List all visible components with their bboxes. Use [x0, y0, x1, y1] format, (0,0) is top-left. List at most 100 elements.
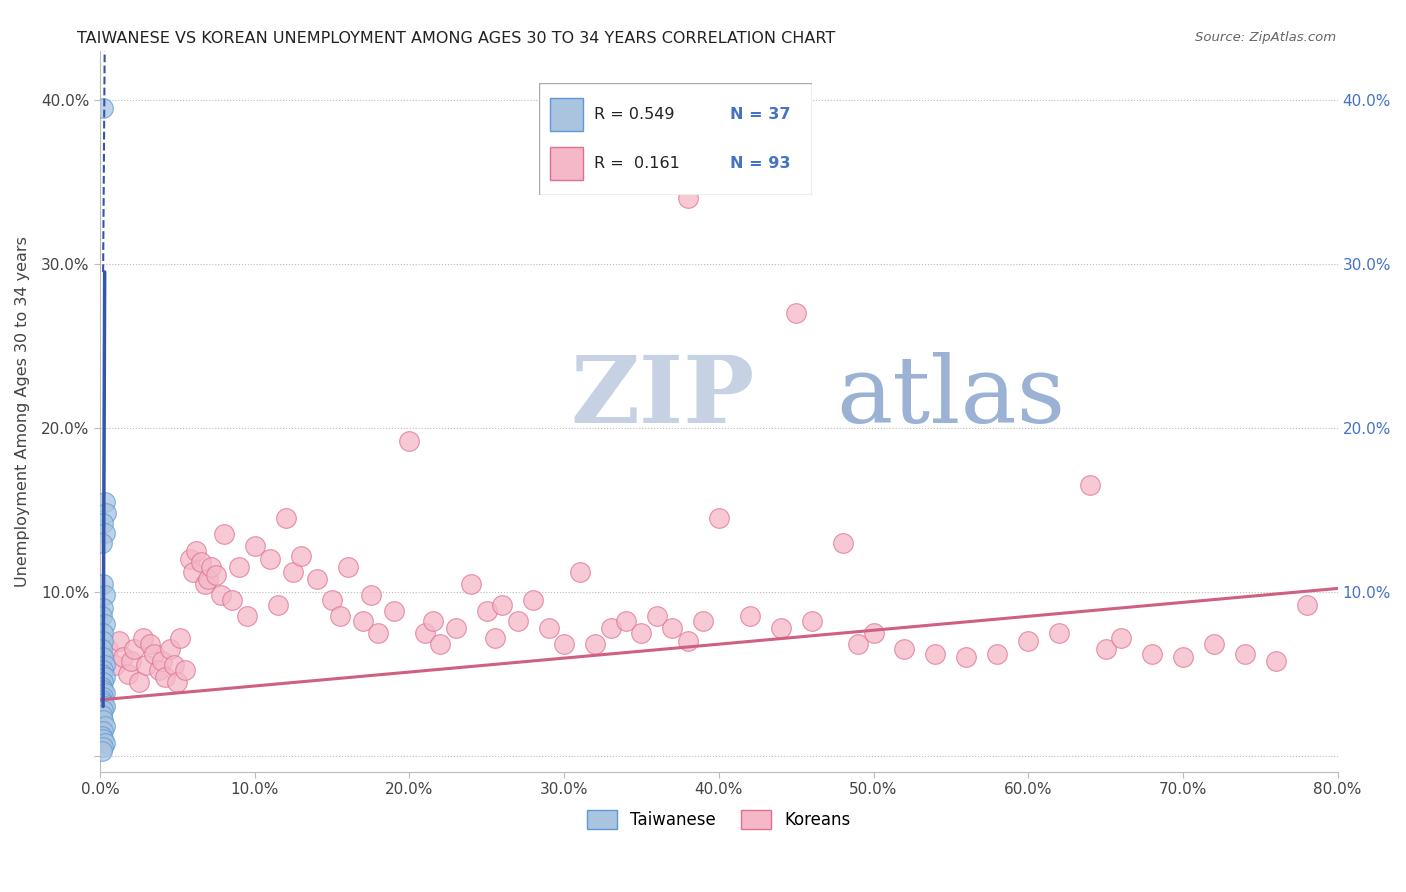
- Point: [367, 625, 389, 640]
- Point: [1202, 637, 1225, 651]
- Point: [91, 633, 114, 648]
- Point: [444, 621, 467, 635]
- Point: [259, 552, 281, 566]
- Point: [398, 434, 420, 448]
- Point: [122, 642, 145, 657]
- Point: [153, 670, 176, 684]
- Point: [243, 539, 266, 553]
- Point: [785, 306, 807, 320]
- Point: [132, 631, 155, 645]
- Point: [1109, 631, 1132, 645]
- Point: [91, 724, 114, 739]
- Point: [1078, 478, 1101, 492]
- Point: [661, 621, 683, 635]
- Legend: Taiwanese, Koreans: Taiwanese, Koreans: [581, 804, 858, 836]
- Point: [506, 614, 529, 628]
- Point: [179, 552, 201, 566]
- Point: [90, 609, 112, 624]
- Point: [91, 601, 114, 615]
- Point: [676, 633, 699, 648]
- Point: [382, 604, 405, 618]
- Point: [194, 576, 217, 591]
- Point: [583, 637, 606, 651]
- Point: [90, 744, 112, 758]
- Point: [209, 588, 232, 602]
- Point: [228, 560, 250, 574]
- Point: [522, 593, 544, 607]
- Point: [181, 565, 204, 579]
- Point: [91, 576, 114, 591]
- Point: [1017, 633, 1039, 648]
- Point: [90, 729, 112, 743]
- Point: [91, 732, 114, 747]
- Point: [1140, 647, 1163, 661]
- Point: [135, 658, 157, 673]
- Point: [91, 740, 114, 755]
- Point: [90, 693, 112, 707]
- Point: [1295, 598, 1317, 612]
- Point: [190, 555, 212, 569]
- Point: [283, 565, 305, 579]
- Point: [93, 617, 115, 632]
- Point: [274, 511, 297, 525]
- Point: [1233, 647, 1256, 661]
- Point: [91, 650, 114, 665]
- Point: [305, 572, 328, 586]
- Point: [1047, 625, 1070, 640]
- Point: [184, 543, 207, 558]
- Point: [150, 654, 173, 668]
- Point: [460, 576, 482, 591]
- Point: [924, 647, 946, 661]
- Point: [120, 654, 142, 668]
- Point: [112, 650, 135, 665]
- Point: [91, 690, 114, 704]
- Point: [91, 625, 114, 640]
- Point: [90, 642, 112, 657]
- Point: [90, 666, 112, 681]
- Point: [138, 637, 160, 651]
- Point: [91, 683, 114, 698]
- Point: [93, 525, 115, 540]
- Point: [862, 625, 884, 640]
- Text: TAIWANESE VS KOREAN UNEMPLOYMENT AMONG AGES 30 TO 34 YEARS CORRELATION CHART: TAIWANESE VS KOREAN UNEMPLOYMENT AMONG A…: [77, 31, 835, 46]
- Point: [321, 593, 343, 607]
- Point: [630, 625, 652, 640]
- Point: [104, 658, 127, 673]
- Point: [422, 614, 444, 628]
- Point: [413, 625, 436, 640]
- Point: [955, 650, 977, 665]
- Point: [200, 560, 222, 574]
- Point: [96, 506, 118, 520]
- Point: [645, 609, 668, 624]
- Point: [221, 593, 243, 607]
- Point: [93, 494, 115, 508]
- Point: [93, 670, 115, 684]
- Point: [212, 527, 235, 541]
- Point: [599, 621, 621, 635]
- Point: [336, 560, 359, 574]
- Point: [692, 614, 714, 628]
- Point: [491, 598, 513, 612]
- Point: [91, 713, 114, 727]
- Point: [143, 647, 166, 661]
- Point: [90, 707, 112, 722]
- Point: [893, 642, 915, 657]
- Point: [1171, 650, 1194, 665]
- Point: [267, 598, 290, 612]
- Point: [128, 674, 150, 689]
- Y-axis label: Unemployment Among Ages 30 to 34 years: Unemployment Among Ages 30 to 34 years: [15, 235, 30, 587]
- Point: [568, 565, 591, 579]
- Point: [707, 511, 730, 525]
- Point: [166, 674, 188, 689]
- Point: [676, 191, 699, 205]
- Point: [159, 642, 181, 657]
- Point: [90, 535, 112, 549]
- Point: [93, 735, 115, 749]
- Point: [148, 664, 170, 678]
- Point: [846, 637, 869, 651]
- Point: [475, 604, 498, 618]
- Point: [484, 631, 506, 645]
- Point: [738, 609, 761, 624]
- Point: [91, 101, 114, 115]
- Point: [93, 686, 115, 700]
